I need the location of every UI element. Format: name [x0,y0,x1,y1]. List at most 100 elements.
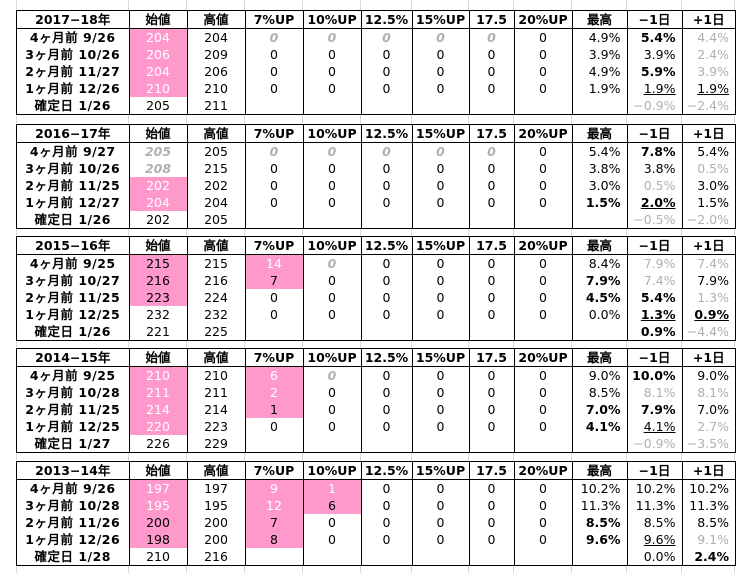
table-cell[interactable]: 204 [129,63,188,80]
table-cell[interactable]: 7.4% [697,256,729,271]
table-cell[interactable]: 5.4% [627,28,683,46]
table-cell[interactable]: 224 [187,289,246,306]
table-cell[interactable]: 2.4% [697,47,729,62]
table-cell[interactable]: 2.0% [627,194,683,211]
column-header[interactable]: 最高 [572,11,628,29]
table-cell[interactable]: 9.6% [627,531,683,548]
table-cell[interactable]: 0 [514,28,573,46]
row-label[interactable]: 4ヶ月前 9/26 [17,479,130,497]
column-header[interactable]: 始値 [129,237,188,255]
row-label[interactable]: 確定日 1/26 [17,323,130,340]
column-header[interactable]: 20%UP [514,11,573,29]
table-cell[interactable] [572,435,628,452]
table-cell[interactable]: 195 [129,497,188,514]
table-cell[interactable]: 0 [412,63,470,80]
table-cell[interactable]: 0 [361,46,413,63]
table-cell[interactable]: 5.4% [572,142,628,160]
table-cell[interactable]: −0.5% [627,211,683,228]
table-cell[interactable] [514,97,573,114]
row-label[interactable]: 2ヶ月前 11/25 [17,401,130,418]
table-cell[interactable]: 4.9% [572,28,628,46]
table-cell[interactable]: 1.5% [572,194,628,211]
column-header[interactable]: 最高 [572,462,628,480]
column-header[interactable]: 高値 [187,237,246,255]
table-cell[interactable]: 200 [187,531,246,548]
column-header[interactable]: 17.5 [469,11,515,29]
table-cell[interactable]: 9.0% [572,366,628,384]
table-cell[interactable]: 6 [303,497,362,514]
table-cell[interactable]: 0 [361,80,413,97]
table-cell[interactable]: 0 [412,272,470,289]
column-header[interactable]: 12.5% [361,11,413,29]
table-cell[interactable]: 229 [187,435,246,452]
column-header[interactable]: 15%UP [412,11,470,29]
column-header[interactable]: +1日 [682,349,735,367]
table-cell[interactable]: 209 [187,46,246,63]
table-cell[interactable]: −4.4% [686,324,729,339]
column-header[interactable]: +1日 [682,237,735,255]
column-header[interactable]: 高値 [187,349,246,367]
table-cell[interactable] [245,548,304,565]
table-cell[interactable]: 198 [129,531,188,548]
column-header[interactable]: 最高 [572,125,628,143]
row-label[interactable]: 3ヶ月前 10/26 [17,46,130,63]
table-cell[interactable]: 0 [514,80,573,97]
table-cell[interactable] [361,211,413,228]
table-cell[interactable]: 8.5% [697,515,729,530]
column-header[interactable]: +1日 [682,125,735,143]
column-header[interactable]: 10%UP [303,11,362,29]
year-title[interactable]: 2013−14年 [17,462,130,480]
table-cell[interactable]: 0 [245,177,304,194]
table-cell[interactable]: 0 [412,28,470,46]
table-cell[interactable]: 0 [412,306,470,323]
table-cell[interactable]: 0 [469,289,515,306]
table-cell[interactable]: 9.6% [572,531,628,548]
column-header[interactable]: 高値 [187,125,246,143]
table-cell[interactable]: 0 [469,384,515,401]
table-cell[interactable]: 0 [469,160,515,177]
table-cell[interactable]: 14 [245,254,304,272]
table-cell[interactable]: 0 [245,80,304,97]
table-cell[interactable]: 0 [361,366,413,384]
column-header[interactable]: 10%UP [303,125,362,143]
table-cell[interactable] [361,323,413,340]
column-header[interactable]: 10%UP [303,237,362,255]
column-header[interactable]: 15%UP [412,462,470,480]
table-cell[interactable]: 7.9% [627,401,683,418]
table-cell[interactable]: 0.0% [627,548,683,565]
column-header[interactable]: −1日 [627,237,683,255]
table-cell[interactable] [245,97,304,114]
table-cell[interactable]: 2.7% [697,419,729,434]
table-cell[interactable]: 210 [187,80,246,97]
column-header[interactable]: 12.5% [361,237,413,255]
column-header[interactable]: −1日 [627,125,683,143]
table-cell[interactable]: 0 [514,418,573,435]
column-header[interactable]: +1日 [682,11,735,29]
table-cell[interactable]: 0 [469,254,515,272]
table-cell[interactable]: 0 [361,289,413,306]
table-cell[interactable]: 206 [129,46,188,63]
table-cell[interactable]: 0 [303,401,362,418]
column-header[interactable]: 17.5 [469,237,515,255]
table-cell[interactable]: 4.9% [572,63,628,80]
table-cell[interactable]: 3.9% [697,64,729,79]
table-cell[interactable]: 232 [187,306,246,323]
table-cell[interactable]: 0 [303,80,362,97]
table-cell[interactable]: 8.5% [627,514,683,531]
table-cell[interactable]: −0.9% [627,435,683,452]
table-cell[interactable] [361,435,413,452]
table-cell[interactable]: 2 [245,384,304,401]
table-cell[interactable]: 1.9% [627,80,683,97]
table-cell[interactable]: 0 [469,28,515,46]
table-cell[interactable]: 215 [129,254,188,272]
table-cell[interactable]: 7.8% [627,142,683,160]
table-cell[interactable]: 0.5% [627,177,683,194]
table-cell[interactable] [412,435,470,452]
table-cell[interactable]: 0 [514,194,573,211]
table-cell[interactable]: 0 [245,142,304,160]
table-cell[interactable]: 0 [514,531,573,548]
table-cell[interactable]: 214 [187,401,246,418]
table-cell[interactable]: 0 [303,142,362,160]
table-cell[interactable]: 210 [129,80,188,97]
table-cell[interactable] [303,435,362,452]
